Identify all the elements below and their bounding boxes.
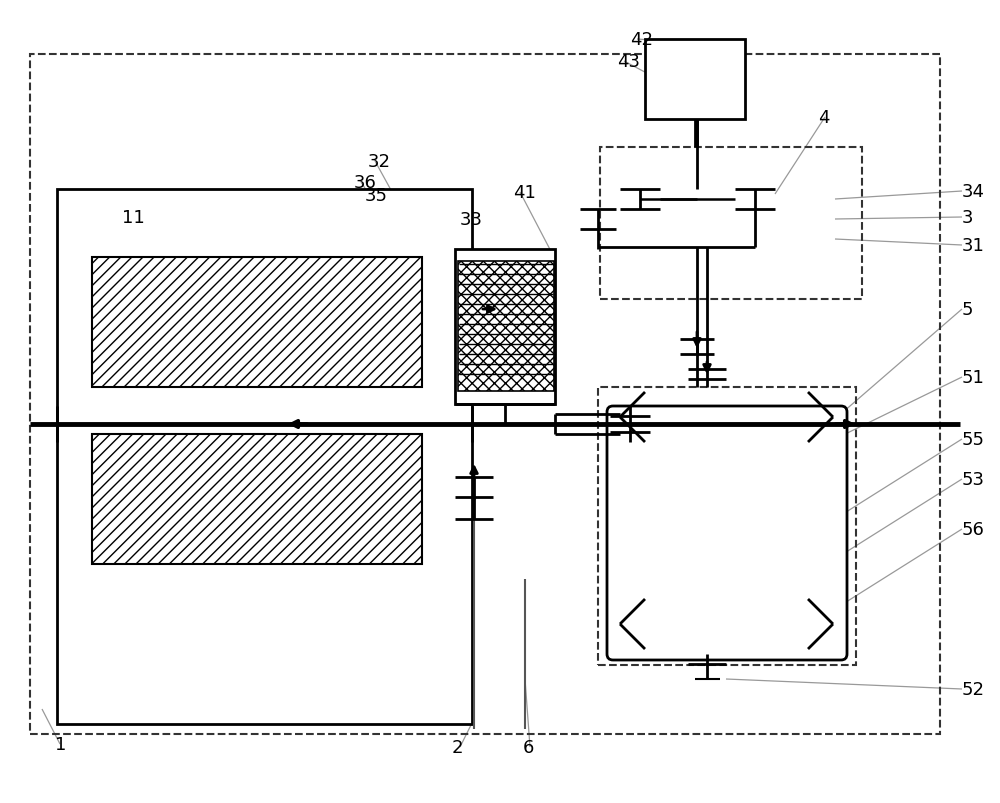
- Bar: [458, 262, 554, 392]
- Text: 11: 11: [122, 209, 145, 226]
- Text: 2: 2: [452, 738, 464, 756]
- Bar: [645, 40, 745, 120]
- Text: 31: 31: [962, 237, 985, 255]
- Text: 34: 34: [962, 183, 985, 201]
- Text: 32: 32: [368, 153, 391, 171]
- Bar: [92, 434, 422, 565]
- Bar: [600, 148, 862, 300]
- Text: 55: 55: [962, 430, 985, 448]
- Bar: [57, 190, 472, 724]
- Bar: [598, 388, 856, 665]
- Text: 53: 53: [962, 471, 985, 488]
- Bar: [92, 258, 422, 388]
- Text: 51: 51: [962, 369, 985, 386]
- Text: 42: 42: [630, 31, 653, 49]
- Bar: [455, 250, 555, 405]
- Text: 6: 6: [523, 738, 534, 756]
- Bar: [30, 55, 940, 734]
- Text: 4: 4: [818, 109, 830, 127]
- FancyBboxPatch shape: [607, 406, 847, 660]
- Text: 33: 33: [460, 210, 483, 229]
- Text: 36: 36: [354, 173, 377, 192]
- Text: 35: 35: [365, 187, 388, 205]
- Text: 1: 1: [55, 735, 66, 753]
- Text: 56: 56: [962, 520, 985, 538]
- Text: 52: 52: [962, 680, 985, 698]
- Text: 3: 3: [962, 209, 974, 226]
- Text: 41: 41: [513, 184, 536, 202]
- Text: 43: 43: [617, 53, 640, 71]
- Text: 5: 5: [962, 300, 974, 319]
